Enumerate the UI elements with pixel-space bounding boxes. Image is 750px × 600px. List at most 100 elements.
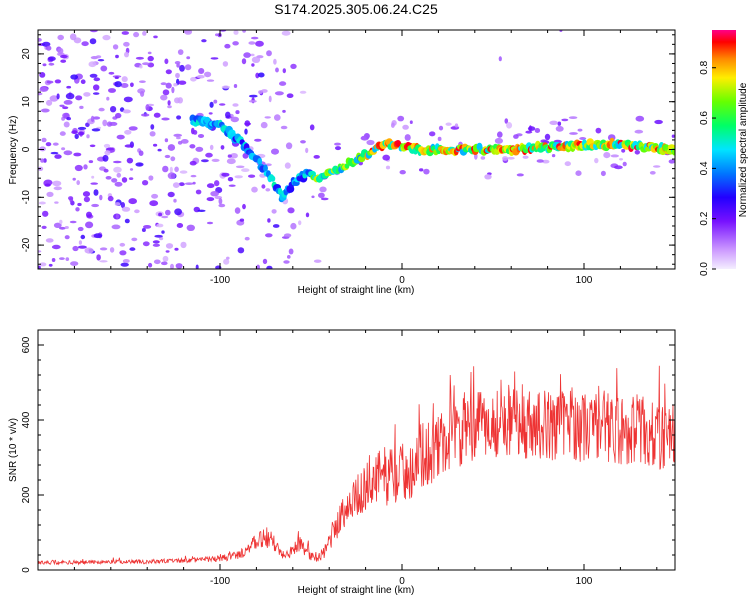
spectrogram-speckle (241, 168, 250, 173)
spectrogram-speckle (214, 180, 220, 187)
spectrogram-speckle (671, 134, 675, 138)
spectrogram-speckle (63, 121, 70, 128)
spectrogram-speckle (60, 59, 67, 63)
spectrogram-speckle (39, 87, 49, 92)
spectrogram-speckle (242, 152, 249, 159)
spectrogram-speckle (290, 63, 297, 69)
spectrogram-speckle (300, 140, 306, 144)
spectrogram-speckle (42, 210, 49, 217)
spectrogram-ridge-point (263, 164, 268, 173)
spectrogram-speckle (41, 225, 47, 229)
spectrogram-speckle (273, 58, 277, 65)
spectrogram-speckle (248, 100, 257, 103)
spectrogram-speckle (540, 139, 547, 143)
spectrogram-speckle (178, 80, 187, 85)
spectrogram-speckle (516, 173, 524, 177)
spectrogram-speckle (173, 83, 178, 87)
spectrogram-speckle (161, 117, 170, 121)
spectrogram-speckle (174, 166, 179, 173)
spectrogram-speckle (102, 154, 109, 162)
spectrogram-speckle (555, 125, 564, 132)
spectrogram-speckle (569, 132, 578, 135)
spectrogram-speckle (86, 211, 92, 218)
spectrogram-speckle (77, 131, 85, 136)
snr-y-tick-label: 400 (21, 411, 32, 428)
spectrogram-speckle (62, 112, 70, 119)
spectrogram-speckle (124, 51, 129, 58)
spectrogram-ridge-point (204, 116, 211, 124)
spectrogram-speckle (113, 166, 122, 173)
spectrogram-speckle (498, 56, 502, 62)
spectrogram-speckle (268, 95, 272, 103)
spectrogram-speckle (283, 233, 292, 238)
spectrogram-speckle (404, 134, 411, 141)
spectrogram-speckle (280, 125, 288, 130)
snr-y-tick-label: 200 (21, 486, 32, 503)
spectrogram-speckle (635, 115, 645, 122)
spectrogram-speckle (211, 158, 220, 162)
spectrogram-speckle (40, 108, 50, 113)
colorbar-gradient (712, 30, 736, 269)
spectrogram-speckle (600, 170, 606, 177)
spectrogram-speckle (83, 164, 88, 170)
spectrogram-speckle (174, 97, 181, 104)
spectrogram-speckle (40, 158, 45, 163)
spectrogram-y-axis: -20 -10 0 10 20 (21, 34, 675, 265)
snr-series-line (38, 365, 675, 566)
spectrogram-speckle (204, 71, 212, 78)
spectrogram-speckle (69, 197, 74, 203)
spectrogram-speckle (77, 126, 87, 130)
spectrogram-speckle (59, 131, 66, 136)
spectrogram-speckle (169, 166, 173, 173)
spectrogram-speckle (93, 92, 100, 95)
spectrogram-speckle (366, 139, 375, 146)
snr-y-tick-label: 0 (21, 567, 32, 573)
spectrogram-y-label: Frequency (Hz) (8, 116, 19, 185)
spectrogram-speckle (549, 120, 558, 126)
spectrogram-speckle (38, 92, 43, 96)
spectrogram-speckle (108, 88, 116, 93)
spectrogram-speckle (46, 191, 54, 197)
spectrogram-speckle (234, 207, 241, 214)
spectrogram-speckle (177, 49, 184, 55)
spectrogram-speckle (305, 212, 310, 218)
spectrogram-speckle (256, 264, 260, 269)
spectrogram-speckle (150, 124, 155, 130)
spectrogram-x-tick-label: -100 (210, 275, 230, 286)
spectrogram-speckle (445, 122, 452, 126)
spectrogram-speckle (244, 122, 252, 126)
spectrogram-speckle (52, 180, 62, 187)
spectrogram-speckle (121, 177, 128, 183)
spectrogram-speckle (654, 119, 663, 125)
spectrogram-speckle (258, 90, 263, 94)
spectrogram-speckle (284, 162, 291, 169)
spectrogram-speckle (267, 218, 271, 223)
spectrogram-speckle (522, 155, 529, 159)
spectrogram-speckle (66, 85, 72, 89)
spectrogram-speckle (106, 96, 110, 101)
spectrogram-speckle (242, 30, 247, 33)
spectrogram-speckle (197, 209, 206, 212)
spectrogram-speckle (196, 74, 205, 79)
spectrogram-speckle (86, 134, 90, 139)
spectrogram-speckle (254, 138, 262, 142)
spectrogram-speckle (42, 41, 51, 47)
spectrogram-speckle (275, 67, 279, 73)
spectrogram-speckle (114, 181, 123, 187)
spectrogram-speckle (220, 145, 225, 150)
spectrogram-speckle (74, 164, 83, 172)
spectrogram-speckle (124, 218, 130, 224)
spectrogram-speckle (148, 175, 154, 181)
spectrogram-speckle (622, 161, 627, 167)
spectrogram-speckle (72, 245, 79, 252)
spectrogram-speckle (506, 122, 513, 129)
spectrogram-speckle (121, 31, 129, 35)
spectrogram-speckle (178, 182, 185, 187)
spectrogram-speckle (244, 236, 250, 241)
spectrogram-speckle (131, 237, 138, 242)
spectrogram-speckle (507, 156, 515, 160)
spectrogram-speckle (224, 43, 231, 49)
snr-panel: -100 0 100 0 200 400 600 Height of straight l… (8, 329, 676, 596)
